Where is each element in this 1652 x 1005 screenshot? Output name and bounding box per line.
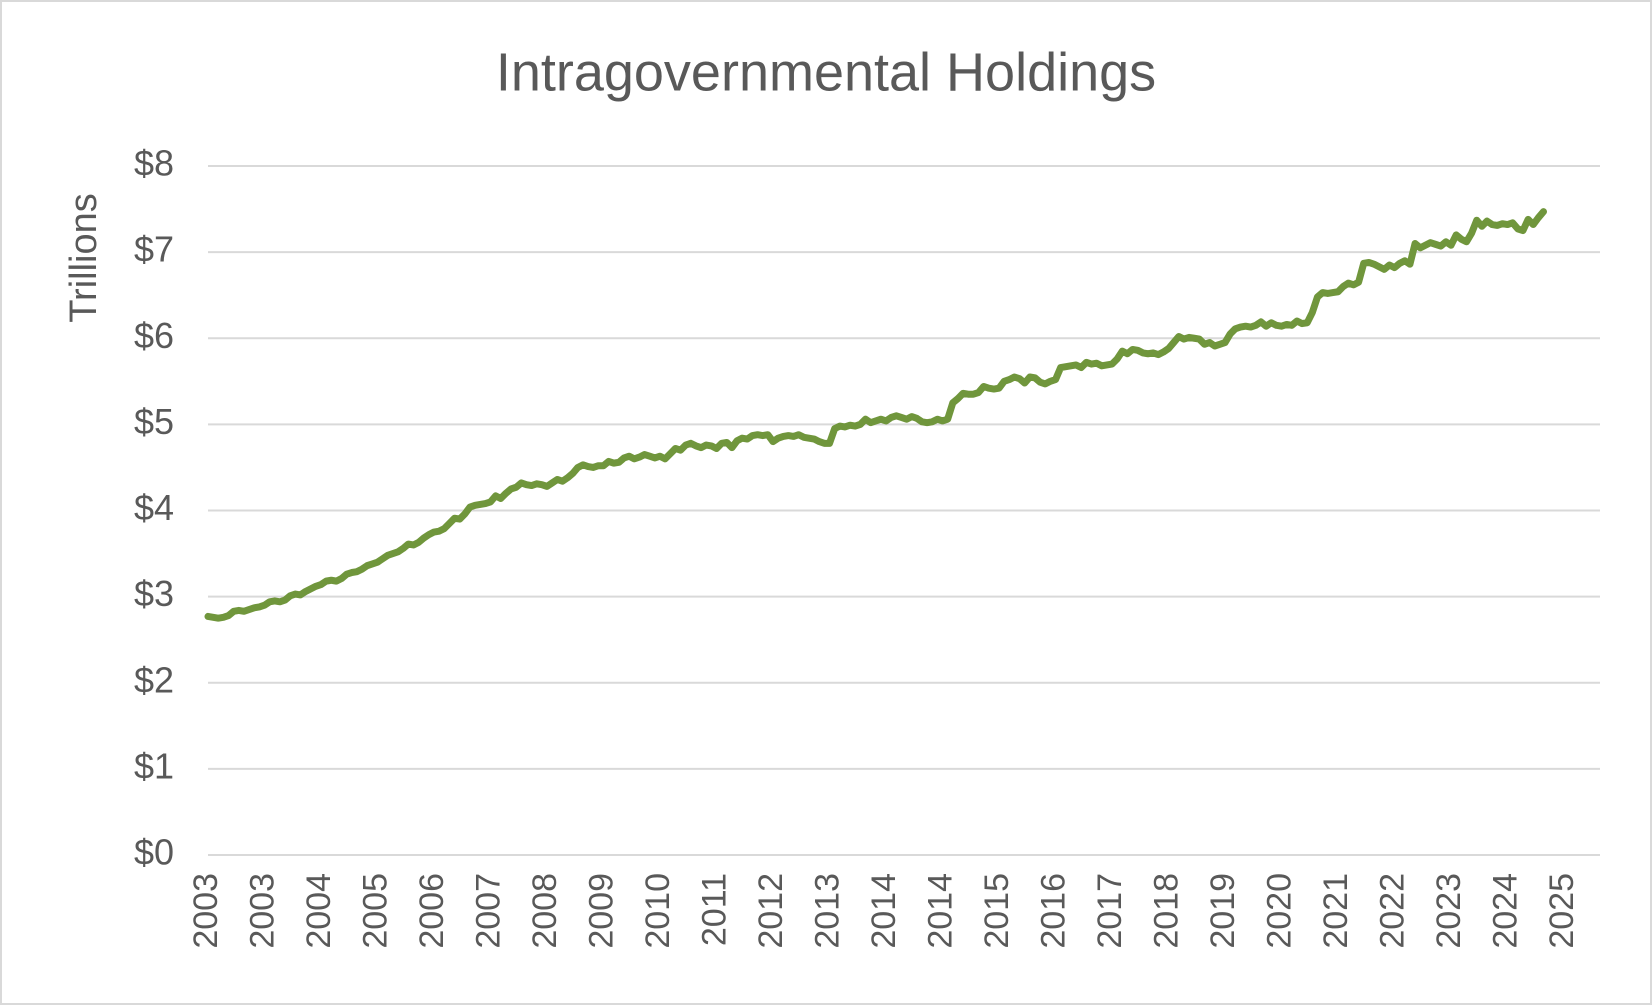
y-tick-label: $4	[134, 487, 174, 528]
x-tick-label: 2016	[1035, 873, 1073, 949]
x-tick-label: 2006	[413, 873, 451, 949]
x-tick-label: 2009	[582, 873, 620, 949]
x-tick-label: 2003	[243, 873, 281, 949]
x-tick-label: 2020	[1261, 873, 1299, 949]
y-tick-label: $5	[134, 401, 174, 442]
x-tick-label: 2023	[1430, 873, 1468, 949]
y-axis-title: Trillions	[63, 193, 105, 323]
x-tick-label: 2014	[922, 873, 960, 949]
x-tick-label: 2021	[1317, 873, 1355, 949]
y-tick-label: $8	[134, 143, 174, 184]
y-tick-label: $1	[134, 745, 174, 786]
x-tick-label: 2010	[639, 873, 677, 949]
x-tick-label: 2018	[1148, 873, 1186, 949]
x-tick-label: 2019	[1204, 873, 1242, 949]
y-tick-label: $2	[134, 659, 174, 700]
x-tick-label: 2003	[187, 873, 225, 949]
x-tick-label: 2008	[526, 873, 564, 949]
y-tick-label: $3	[134, 573, 174, 614]
x-tick-label: 2012	[752, 873, 790, 949]
y-tick-label: $0	[134, 832, 174, 873]
x-tick-label: 2025	[1543, 873, 1581, 949]
x-tick-label: 2005	[356, 873, 394, 949]
x-tick-label: 2017	[1091, 873, 1129, 949]
data-line	[204, 208, 1547, 622]
y-tick-label: $7	[134, 229, 174, 270]
x-tick-label: 2007	[469, 873, 507, 949]
x-tick-label: 2015	[978, 873, 1016, 949]
x-tick-label: 2022	[1374, 873, 1412, 949]
x-tick-label: 2014	[865, 873, 903, 949]
x-tick-label: 2024	[1487, 873, 1525, 949]
x-tick-label: 2011	[696, 873, 734, 946]
x-tick-label: 2013	[809, 873, 847, 949]
chart-title: Intragovernmental Holdings	[496, 42, 1156, 102]
x-tick-label: 2004	[300, 873, 338, 949]
y-tick-label: $6	[134, 315, 174, 356]
